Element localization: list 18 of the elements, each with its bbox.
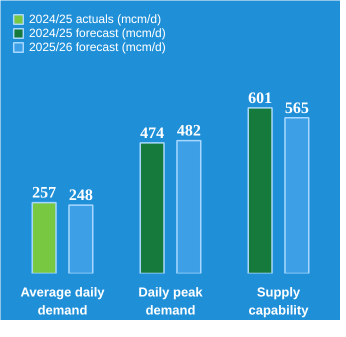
data-label: 482 [176, 122, 201, 140]
x-tick-label: Supply capability [248, 284, 310, 318]
data-label: 474 [140, 124, 164, 142]
bar [140, 142, 165, 274]
data-label: 565 [284, 100, 309, 117]
bar [68, 204, 94, 274]
bar [32, 202, 57, 274]
data-label: 248 [68, 187, 93, 204]
bar [284, 117, 310, 274]
x-tick-label: Average daily demand [20, 284, 106, 318]
legend-label: 2024/25 forecast (mcm/d) [29, 26, 166, 40]
legend-label: 2024/25 actuals (mcm/d) [29, 12, 162, 26]
x-tick-label: Daily peak demand [138, 284, 204, 318]
data-label: 257 [32, 184, 56, 202]
bar [248, 107, 273, 274]
bar [176, 140, 202, 274]
data-label: 601 [248, 90, 272, 107]
legend-label: 2025/26 forecast (mcm/d) [29, 40, 166, 54]
